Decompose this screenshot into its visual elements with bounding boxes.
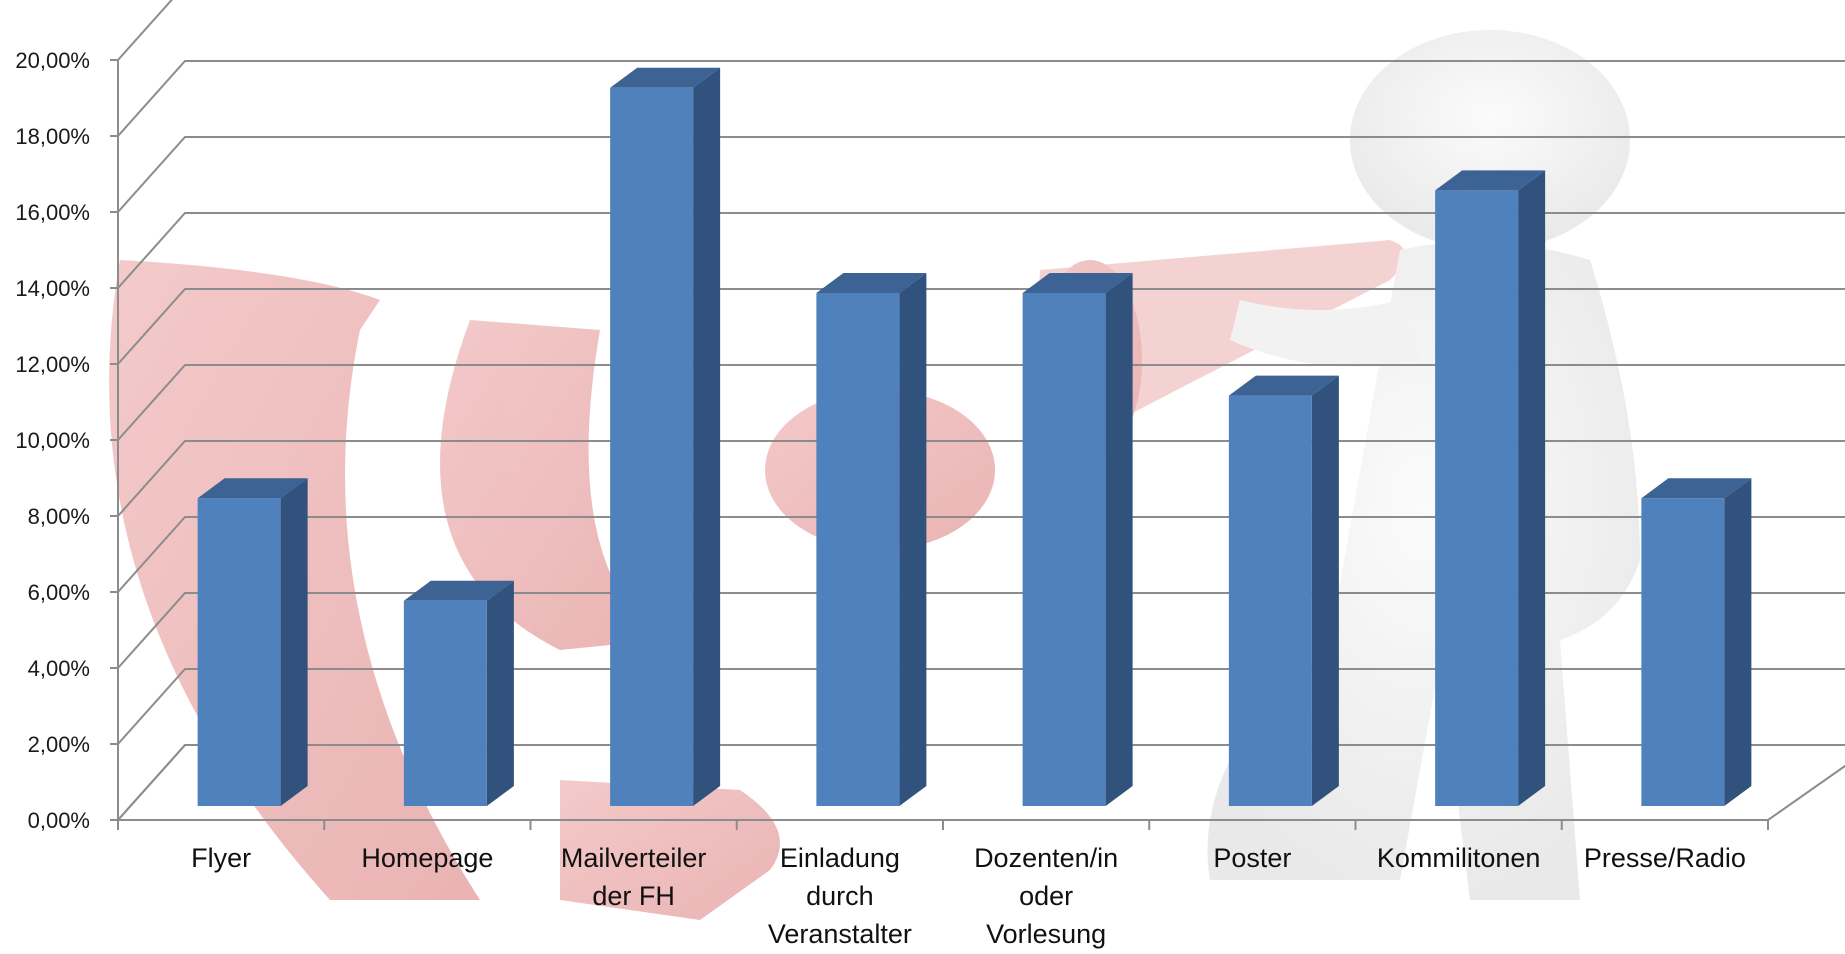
bar-top-face: [197, 478, 308, 499]
gridline: [117, 288, 1845, 365]
x-axis-category-labels: Flyer Homepage Mailverteiler der FH Einladun…: [191, 843, 1746, 949]
axes: [110, 59, 1845, 830]
chart-floor: [115, 744, 1845, 821]
x-category-label: Dozenten/in oder Vorlesung: [974, 843, 1118, 949]
bar-side-face: [1518, 170, 1546, 806]
y-tick-label: 18,00%: [15, 124, 90, 149]
x-category-label: Poster: [1213, 843, 1291, 873]
bar-side-face: [1724, 478, 1752, 806]
bar: [1228, 375, 1339, 806]
gridline: [117, 60, 1845, 137]
y-tick-label: 20,00%: [15, 48, 90, 73]
bar: [1022, 273, 1133, 806]
x-category-label: Flyer: [191, 843, 251, 873]
x-category-label: Homepage: [361, 843, 493, 873]
y-axis-tick-labels: 0,00% 2,00% 4,00% 6,00% 8,00% 10,00% 12,00% 14,…: [15, 48, 90, 833]
bar-side-face: [1105, 273, 1133, 806]
y-tick-label: 8,00%: [28, 504, 90, 529]
bar-side-face: [486, 580, 514, 806]
y-tick-label: 2,00%: [28, 732, 90, 757]
bar-top-face: [403, 580, 514, 601]
gridline: [117, 364, 1845, 441]
bar-front-face: [197, 498, 281, 806]
bar-top-face: [1641, 478, 1752, 499]
bar-top-face: [1228, 375, 1339, 396]
gridline: [117, 0, 173, 61]
bars: [197, 67, 1752, 807]
gridline: [117, 212, 1845, 289]
x-category-label: Presse/Radio: [1584, 843, 1746, 873]
y-tick-label: 14,00%: [15, 276, 90, 301]
bar-side-face: [693, 67, 721, 807]
y-tick-label: 0,00%: [28, 808, 90, 833]
x-category-label: Einladung durch Veranstalter: [768, 843, 912, 949]
x-category-label: Mailverteiler der FH: [561, 843, 707, 911]
bar-top-face: [816, 273, 927, 293]
bar: [816, 273, 927, 806]
bar-top-face: [1022, 273, 1133, 293]
bar-front-face: [610, 87, 694, 807]
bar: [1641, 478, 1752, 806]
y-tick-label: 6,00%: [28, 580, 90, 605]
bar-side-face: [1311, 375, 1339, 806]
y-tick-label: 12,00%: [15, 352, 90, 377]
bar-top-face: [610, 67, 721, 88]
bar-front-face: [1228, 395, 1312, 806]
bar: [403, 580, 514, 806]
bar-front-face: [1435, 190, 1519, 806]
y-tick-label: 16,00%: [15, 200, 90, 225]
bar: [1435, 170, 1546, 806]
bar-front-face: [1641, 498, 1725, 806]
x-category-label: Kommilitonen: [1377, 843, 1541, 873]
y-tick-label: 10,00%: [15, 428, 90, 453]
bar-side-face: [280, 478, 308, 806]
bar-side-face: [899, 273, 927, 806]
bar: [610, 67, 721, 807]
bar-front-face: [1022, 293, 1106, 806]
bar-front-face: [403, 600, 487, 806]
bar-top-face: [1435, 170, 1546, 191]
bar: [197, 478, 308, 806]
y-tick-label: 4,00%: [28, 656, 90, 681]
bar-front-face: [816, 293, 900, 806]
gridline: [117, 136, 1845, 213]
